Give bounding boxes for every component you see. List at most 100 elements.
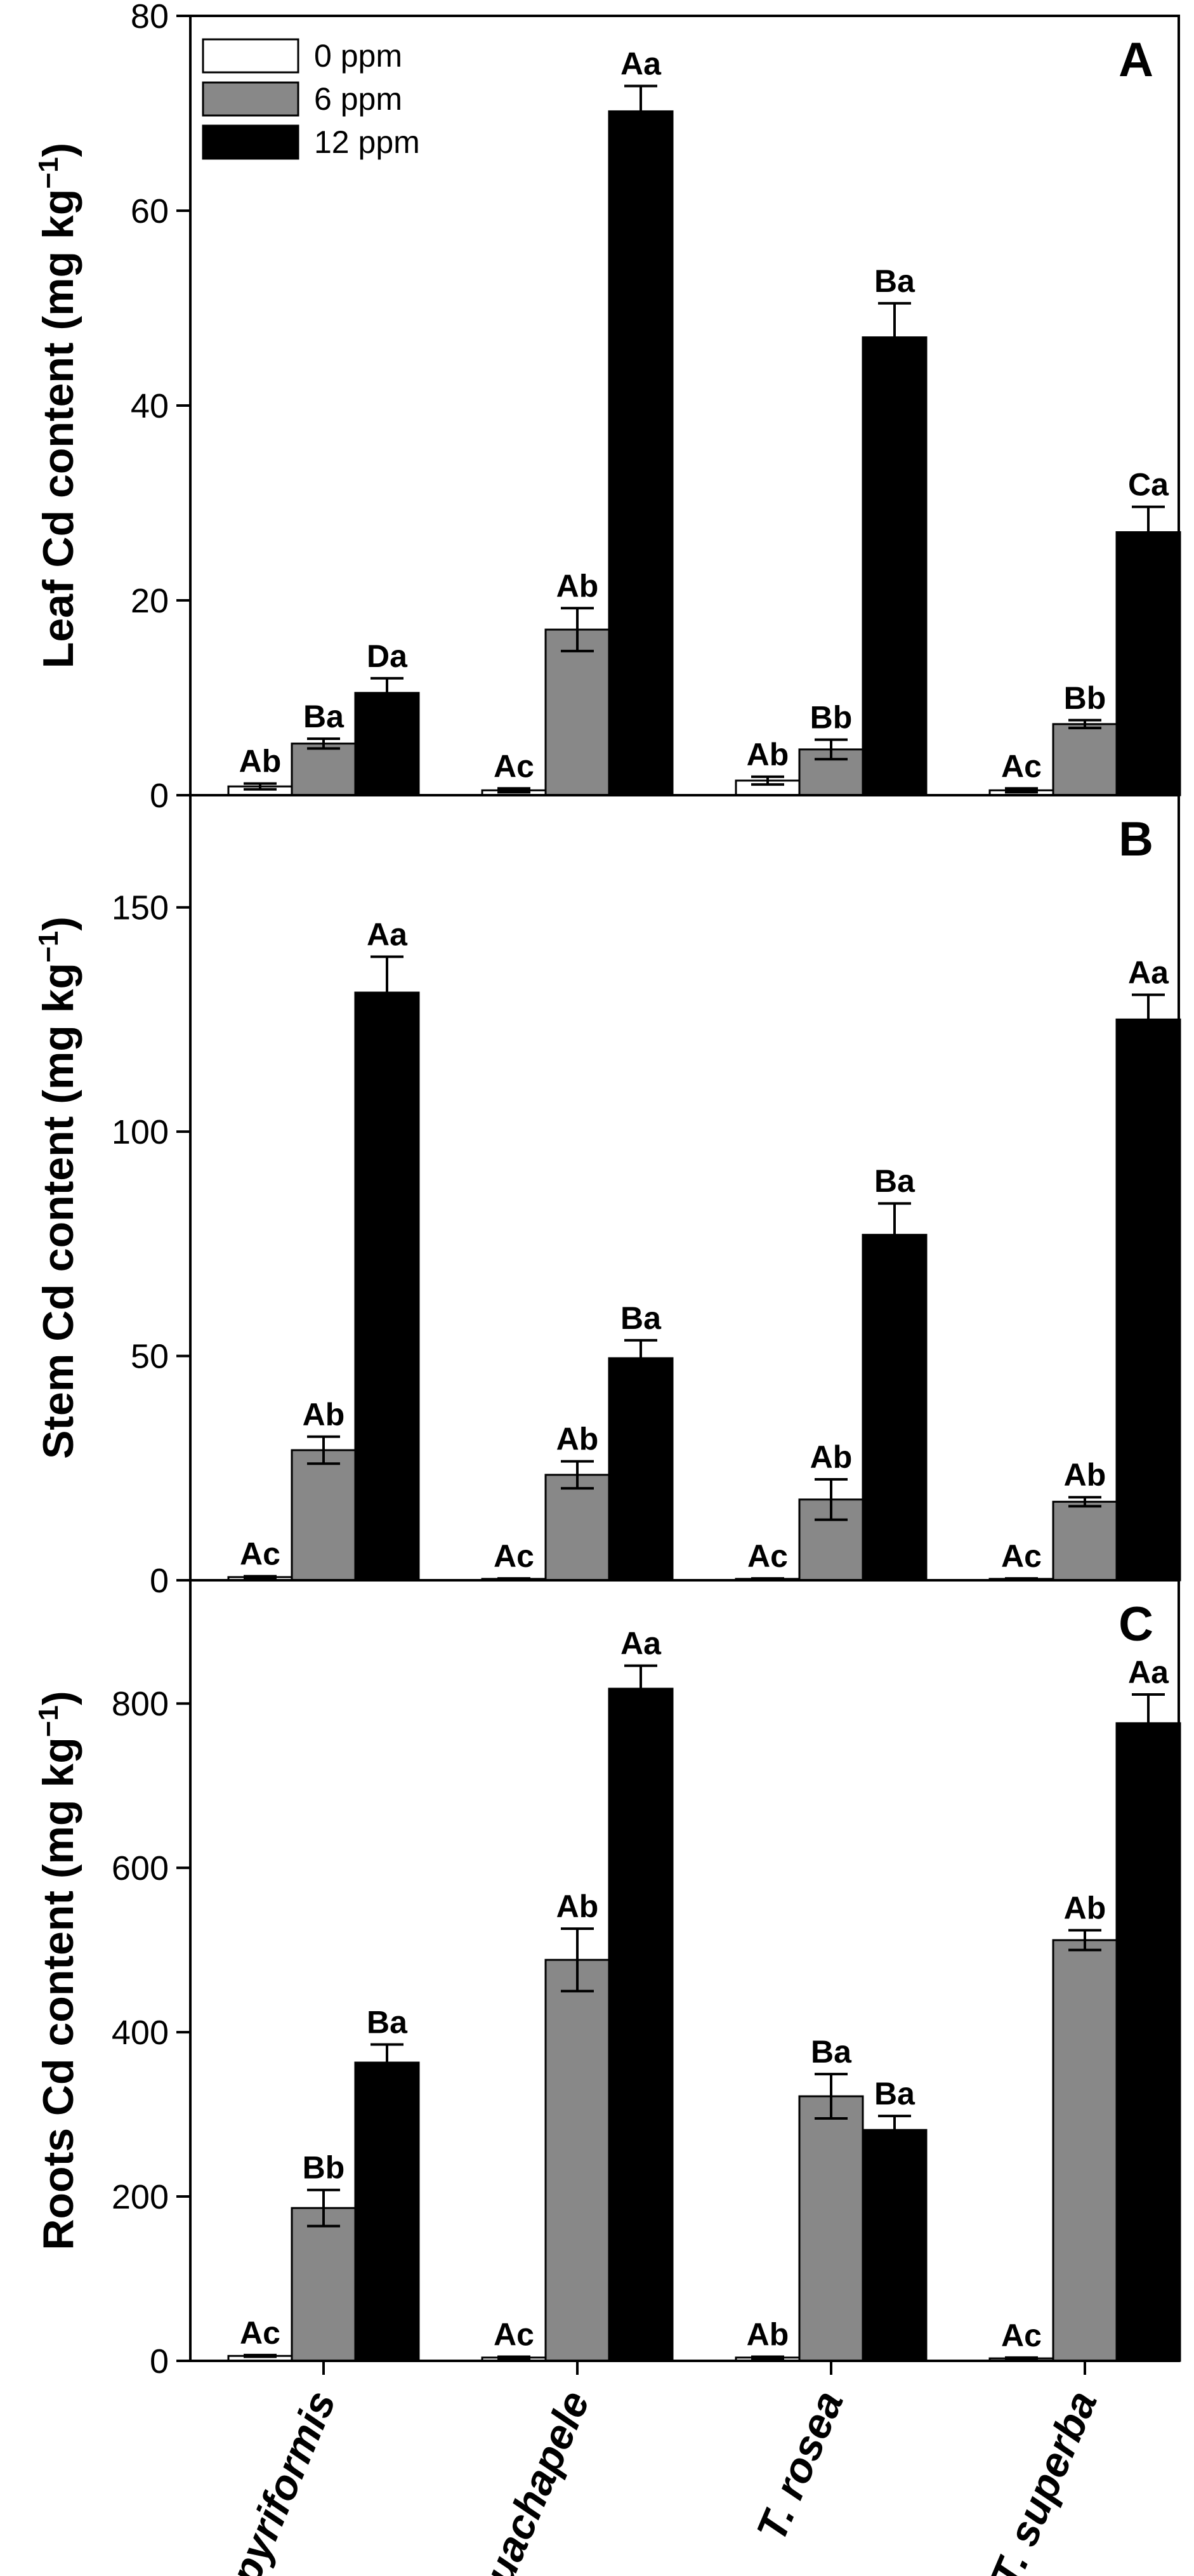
error-bar-c-a-guachapele-12-ppm <box>624 1664 657 1714</box>
error-bar-c-c-pyriformis-6-ppm <box>307 2188 340 2228</box>
legend-swatch <box>202 124 299 160</box>
significance-label: Bb <box>303 2150 345 2186</box>
error-bar-b-c-pyriformis-6-ppm <box>307 1435 340 1465</box>
legend-swatch <box>202 81 299 117</box>
significance-label: Ac <box>494 1538 534 1574</box>
significance-label: Ac <box>1001 2318 1042 2353</box>
significance-label: Ab <box>747 737 789 772</box>
significance-label: Bb <box>1064 680 1106 716</box>
y-tick-label: 0 <box>150 1562 169 1600</box>
error-bar-c-t-rosea-0-ppm <box>751 2355 784 2360</box>
bar-a-a-guachapele-12-ppm <box>608 110 674 796</box>
error-bar-c-t-rosea-6-ppm <box>815 2073 848 2120</box>
error-bar-a-a-guachapele-12-ppm <box>624 84 657 138</box>
significance-label: Aa <box>367 916 408 952</box>
significance-label: Ac <box>1001 748 1042 784</box>
error-bar-c-a-guachapele-6-ppm <box>561 1927 594 1993</box>
legend-item-6-ppm: 6 ppm <box>202 81 402 117</box>
significance-label: Ab <box>556 568 599 604</box>
error-bar-b-t-rosea-6-ppm <box>815 1477 848 1521</box>
error-bar-a-t-rosea-12-ppm <box>878 301 911 373</box>
error-bar-b-t-rosea-12-ppm <box>878 1202 911 1268</box>
legend-label: 6 ppm <box>314 81 402 117</box>
bar-b-c-pyriformis-12-ppm <box>354 991 420 1582</box>
error-bar-c-t-superba-12-ppm <box>1132 1693 1165 1754</box>
legend-swatch <box>202 38 299 74</box>
significance-label: Ab <box>303 1397 345 1432</box>
significance-label: Aa <box>1128 1655 1169 1690</box>
significance-label: Ba <box>367 2005 408 2040</box>
bar-c-t-rosea-12-ppm <box>862 2129 928 2362</box>
y-axis-label: Leaf Cd content (mg kg−1) <box>33 143 82 668</box>
bar-c-t-superba-12-ppm <box>1115 1722 1181 2362</box>
y-tick-label: 600 <box>112 1849 169 1887</box>
significance-label: Ac <box>494 2317 534 2353</box>
panel-letter: C <box>1119 1597 1153 1651</box>
panel-letter: A <box>1119 33 1153 87</box>
panel-b: Ac Ac Ac Ac Ab Ab Ab Ab Aa Ba Ba Aa 0 50 100 150 B Stem C… <box>33 794 1181 1600</box>
bar-a-t-rosea-12-ppm <box>862 336 928 796</box>
significance-label: Ac <box>240 1536 280 1572</box>
bar-c-c-pyriformis-6-ppm <box>291 2207 357 2362</box>
significance-label: Ab <box>1064 1891 1106 1926</box>
error-bar-a-t-rosea-0-ppm <box>751 775 784 786</box>
error-bar-a-c-pyriformis-6-ppm <box>307 737 340 750</box>
significance-label: Ab <box>1064 1457 1106 1493</box>
error-bar-b-c-pyriformis-12-ppm <box>371 955 403 1030</box>
error-bar-a-c-pyriformis-0-ppm <box>244 782 277 791</box>
y-tick-label: 800 <box>112 1685 169 1723</box>
bar-a-a-guachapele-6-ppm <box>544 628 610 796</box>
error-bar-c-t-superba-6-ppm <box>1068 1929 1101 1952</box>
y-tick-label: 150 <box>112 889 169 927</box>
significance-label: Ba <box>874 263 915 299</box>
panel-a: Ab Ac Ab Ac Ba Ab Bb Bb Da Aa Ba Ca 0 20 40 60 80 A Leaf C… <box>33 0 1181 815</box>
panel-letter: B <box>1119 812 1153 866</box>
significance-label: Bb <box>810 700 853 736</box>
error-bar-b-a-guachapele-12-ppm <box>624 1338 657 1378</box>
legend-label: 12 ppm <box>314 124 420 160</box>
y-tick-label: 60 <box>131 192 169 230</box>
error-bar-b-a-guachapele-6-ppm <box>561 1460 594 1490</box>
significance-label: Aa <box>620 1626 662 1661</box>
significance-label: Aa <box>1128 955 1169 991</box>
error-bar-c-a-guachapele-0-ppm <box>497 2355 530 2360</box>
y-axis-label: Roots Cd content (mg kg−1) <box>33 1691 82 2250</box>
significance-label: Aa <box>620 46 662 82</box>
error-bar-b-t-superba-12-ppm <box>1132 993 1165 1046</box>
significance-label: Ba <box>874 2076 915 2111</box>
significance-label: Ba <box>303 699 344 734</box>
legend-label: 0 ppm <box>314 38 402 74</box>
error-bar-c-c-pyriformis-12-ppm <box>371 2043 403 2082</box>
error-bar-a-a-guachapele-0-ppm <box>497 787 530 794</box>
significance-label: Ab <box>747 2317 789 2353</box>
significance-label: Ba <box>874 1163 915 1199</box>
panels: Ab Ac Ab Ac Ba Ab Bb Bb Da Aa Ba Ca 0 20 40 60 80 A Leaf C… <box>33 0 1181 2381</box>
legend-item-0-ppm: 0 ppm <box>202 38 402 74</box>
error-bar-a-c-pyriformis-12-ppm <box>371 677 403 709</box>
bar-a-t-superba-12-ppm <box>1115 531 1181 796</box>
significance-label: Ab <box>810 1439 853 1475</box>
significance-label: Ba <box>620 1300 662 1336</box>
y-tick-label: 200 <box>112 2178 169 2216</box>
significance-label: Ab <box>556 1422 599 1457</box>
error-bar-a-t-rosea-6-ppm <box>815 738 848 761</box>
bar-c-a-guachapele-6-ppm <box>544 1958 610 2362</box>
bar-c-t-superba-6-ppm <box>1052 1939 1118 2362</box>
bar-b-a-guachapele-6-ppm <box>544 1474 610 1582</box>
bar-a-c-pyriformis-12-ppm <box>354 692 420 796</box>
significance-label: Ac <box>747 1538 788 1574</box>
y-tick-label: 80 <box>131 0 169 36</box>
bar-c-t-rosea-6-ppm <box>798 2095 864 2362</box>
bar-b-c-pyriformis-6-ppm <box>291 1449 357 1582</box>
significance-label: Ab <box>239 744 282 779</box>
significance-label: Ac <box>240 2315 280 2351</box>
y-axis-label: Stem Cd content (mg kg−1) <box>33 916 82 1459</box>
y-tick-label: 20 <box>131 582 169 620</box>
significance-label: Ac <box>1001 1538 1042 1574</box>
y-tick-label: 0 <box>150 777 169 815</box>
y-tick-label: 400 <box>112 2014 169 2052</box>
bar-c-c-pyriformis-12-ppm <box>354 2061 420 2362</box>
error-bar-c-t-superba-0-ppm <box>1005 2356 1038 2361</box>
error-bar-a-t-superba-12-ppm <box>1132 505 1165 559</box>
